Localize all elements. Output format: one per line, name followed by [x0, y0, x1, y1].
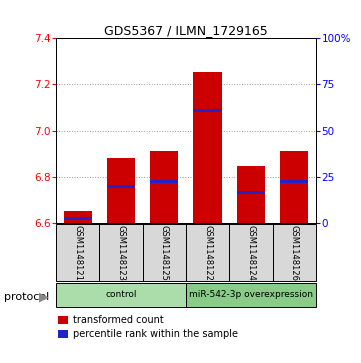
Text: GSM1148121: GSM1148121 [73, 225, 82, 281]
Bar [150, 151, 178, 223]
Text: miR-542-3p overexpression: miR-542-3p overexpression [189, 290, 313, 299]
Text: GSM1148126: GSM1148126 [290, 225, 299, 281]
Bar [186, 224, 229, 281]
Bar [280, 151, 308, 223]
Bar [64, 211, 92, 223]
Bar [237, 191, 265, 194]
Text: control: control [105, 290, 137, 299]
Bar [229, 224, 273, 281]
Text: GSM1148124: GSM1148124 [247, 225, 255, 281]
Text: GSM1148125: GSM1148125 [160, 225, 169, 281]
Bar [56, 224, 99, 281]
Bar [64, 217, 92, 220]
Text: protocol: protocol [4, 291, 49, 302]
Bar [237, 166, 265, 223]
Bar [186, 283, 316, 307]
Bar [143, 224, 186, 281]
Bar [193, 109, 222, 112]
Bar [56, 283, 186, 307]
Text: GSM1148123: GSM1148123 [117, 225, 125, 281]
Title: GDS5367 / ILMN_1729165: GDS5367 / ILMN_1729165 [104, 24, 268, 37]
Bar [280, 180, 308, 183]
Bar [193, 72, 222, 223]
Bar [107, 158, 135, 223]
Bar [99, 224, 143, 281]
Bar [273, 224, 316, 281]
Text: transformed count: transformed count [73, 315, 164, 325]
Text: ▶: ▶ [39, 290, 49, 303]
Text: GSM1148122: GSM1148122 [203, 225, 212, 281]
Bar [150, 180, 178, 183]
Bar [107, 185, 135, 188]
Text: percentile rank within the sample: percentile rank within the sample [73, 329, 238, 339]
